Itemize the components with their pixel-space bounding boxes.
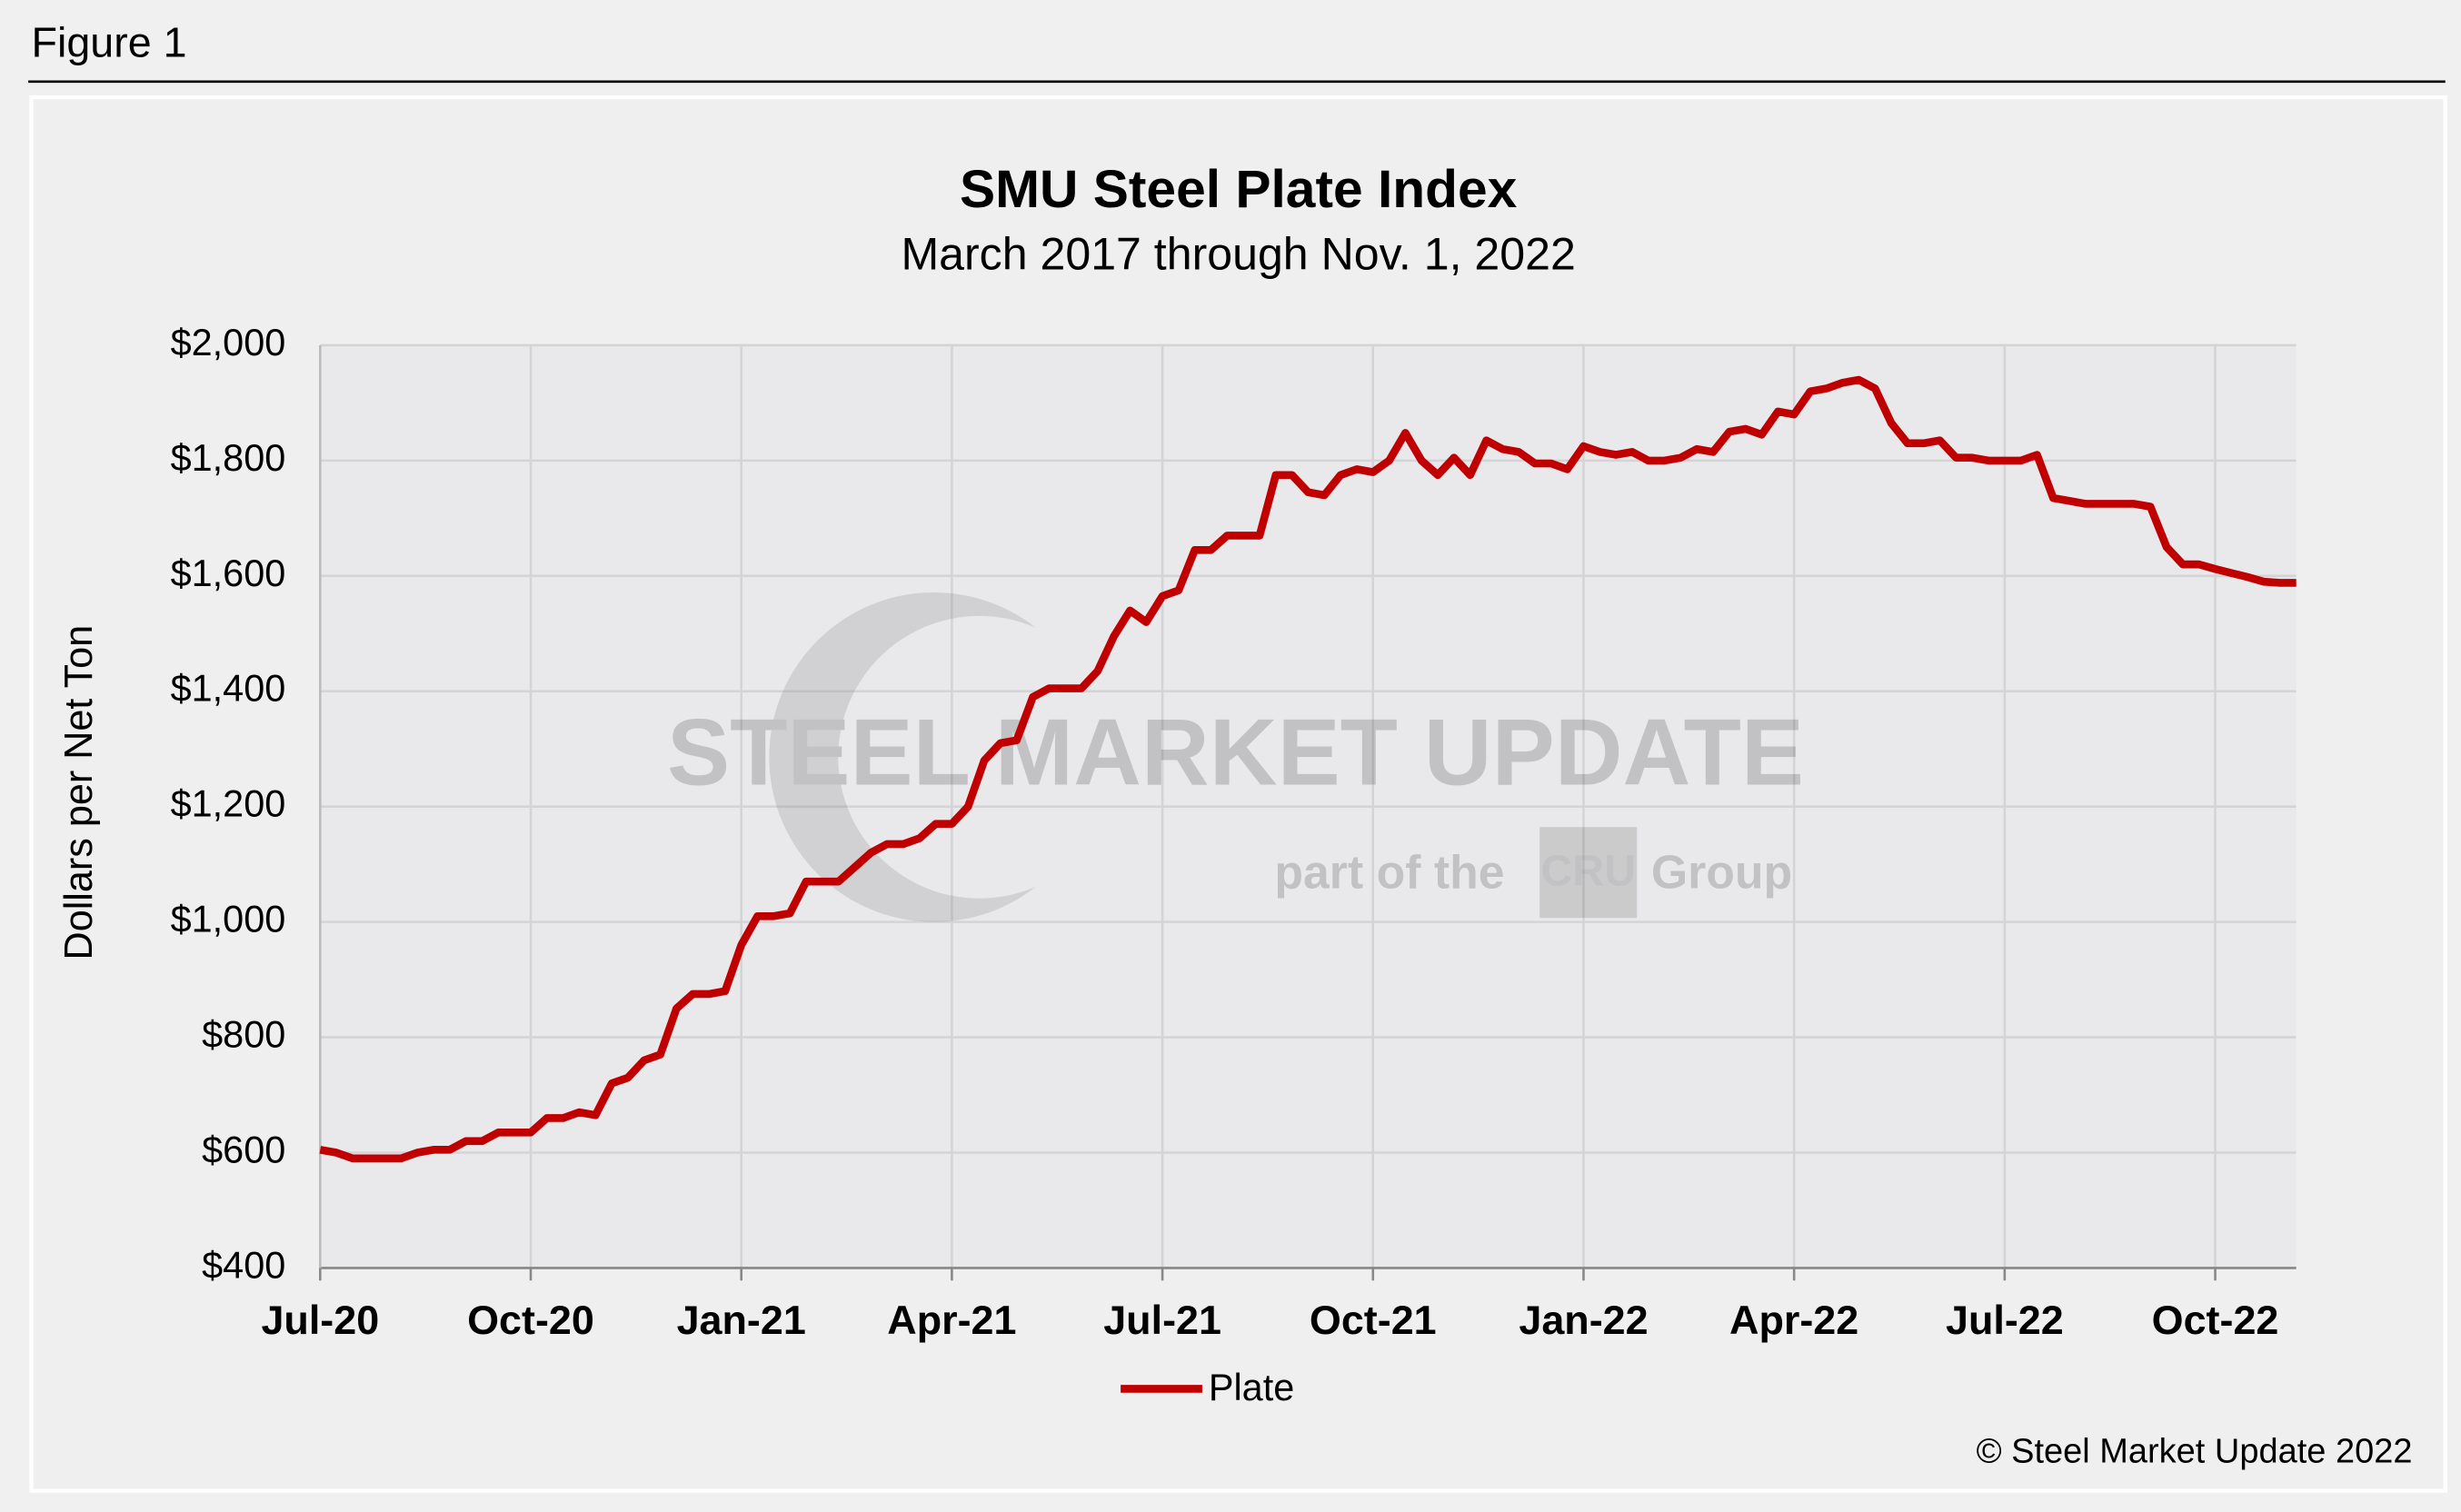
watermark-tagline-end: Group <box>1651 845 1792 898</box>
x-tick-label: Oct-22 <box>2152 1297 2279 1343</box>
x-tick-label: Oct-20 <box>467 1297 594 1343</box>
marks <box>319 375 2297 1163</box>
y-tick-label: $2,000 <box>171 321 286 363</box>
legend-label: Plate <box>1209 1366 1294 1408</box>
x-tick-label: Jan-21 <box>677 1297 806 1343</box>
watermark: STEEL MARKET UPDATE part of the CRU Grou… <box>667 592 1804 922</box>
x-tick-label: Oct-21 <box>1310 1297 1437 1343</box>
chart-title: SMU Steel Plate Index <box>960 160 1518 219</box>
chart-subtitle: March 2017 through Nov. 1, 2022 <box>901 228 1575 279</box>
y-tick-label: $600 <box>202 1128 285 1170</box>
y-tick-label: $1,400 <box>171 667 286 710</box>
y-tick-label: $1,600 <box>171 552 286 594</box>
y-tick-label: $1,200 <box>171 782 286 825</box>
y-axis-label: Dollars per Net Ton <box>57 625 101 960</box>
x-tick-label: Apr-22 <box>1729 1297 1858 1343</box>
x-tick-label: Jul-22 <box>1946 1297 2064 1343</box>
watermark-logo: CRU <box>1540 847 1636 896</box>
watermark-brand: STEEL MARKET UPDATE <box>667 699 1804 804</box>
watermark-swoosh <box>769 592 1036 922</box>
series-line <box>319 375 2297 1163</box>
x-tick-label: Jul-21 <box>1103 1297 1221 1343</box>
figure-label: Figure 1 <box>32 18 187 65</box>
watermark-tagline: part of the <box>1274 845 1504 898</box>
y-tick-label: $800 <box>202 1013 285 1056</box>
watermark-logo-box <box>1539 827 1638 919</box>
x-tick-label: Apr-21 <box>887 1297 1016 1343</box>
x-tick-label: Jan-22 <box>1519 1297 1648 1343</box>
y-tick-label: $400 <box>202 1243 285 1286</box>
y-tick-label: $1,000 <box>171 898 286 940</box>
copyright: © Steel Market Update 2022 <box>1977 1432 2413 1470</box>
x-tick-label: Jul-20 <box>261 1297 379 1343</box>
y-tick-label: $1,800 <box>171 436 286 479</box>
grid <box>319 343 2297 1281</box>
